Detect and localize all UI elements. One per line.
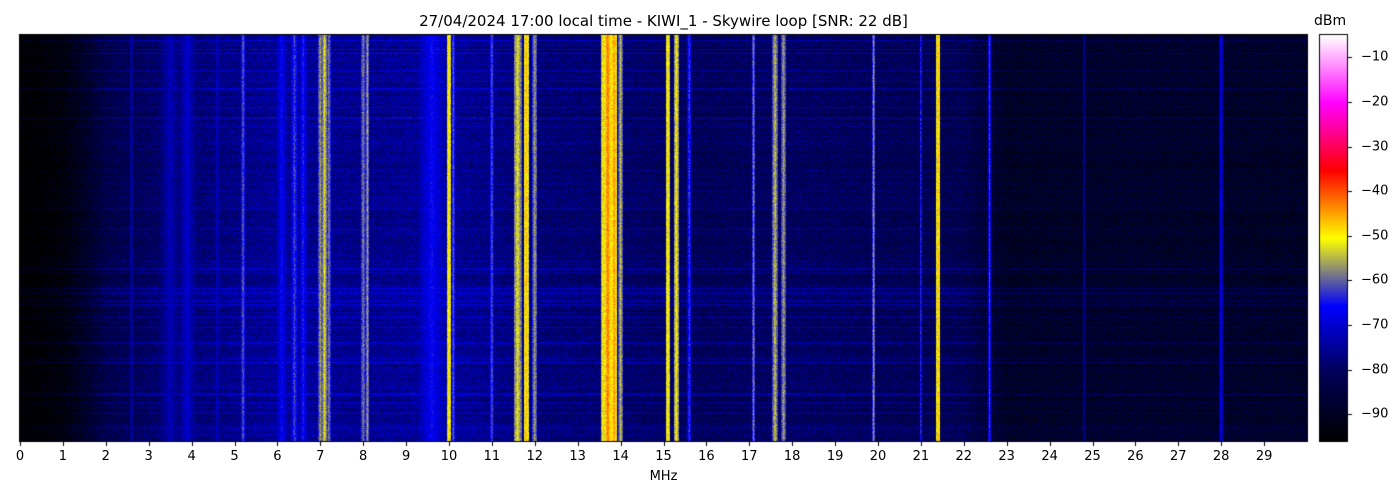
colorbar-tick-label: −20 <box>1361 94 1389 110</box>
x-tick-label: 8 <box>359 449 368 464</box>
x-tick-label: 20 <box>869 449 887 464</box>
x-tick-label: 12 <box>526 449 544 464</box>
chart-title: 27/04/2024 17:00 local time - KIWI_1 - S… <box>419 12 908 30</box>
x-tick-label: 0 <box>15 449 25 464</box>
x-tick-label: 10 <box>440 449 458 464</box>
x-tick-label: 13 <box>569 449 586 464</box>
x-tick-label: 19 <box>826 449 844 464</box>
colorbar-tick-label: −80 <box>1361 362 1389 378</box>
x-tick-label: 25 <box>1084 449 1101 464</box>
colorbar-tick-label: −60 <box>1361 272 1389 288</box>
x-tick-label: 23 <box>998 449 1015 464</box>
x-tick-label: 18 <box>783 449 801 464</box>
x-tick-label: 14 <box>612 449 629 464</box>
x-tick-label: 15 <box>655 449 672 464</box>
x-tick-label: 9 <box>401 449 411 464</box>
x-tick-label: 22 <box>955 449 973 464</box>
x-tick-label: 16 <box>698 449 715 464</box>
colorbar-tick-label: −50 <box>1361 228 1389 244</box>
x-tick-label: 29 <box>1255 449 1273 464</box>
x-tick-label: 3 <box>144 449 153 464</box>
x-tick-label: 24 <box>1041 449 1058 464</box>
colorbar-tick-label: −70 <box>1361 317 1389 333</box>
x-tick-label: 7 <box>316 449 325 464</box>
colorbar-label: dBm <box>1314 13 1347 29</box>
x-tick-label: 26 <box>1127 449 1144 464</box>
x-tick-label: 21 <box>912 449 930 464</box>
x-tick-label: 1 <box>58 449 68 464</box>
x-tick-label: 6 <box>273 449 282 464</box>
x-axis-label: MHz <box>649 469 678 484</box>
colorbar-tick-label: −90 <box>1361 406 1389 422</box>
colorbar-tick-label: −10 <box>1361 49 1389 65</box>
x-tick-label: 28 <box>1212 449 1230 464</box>
colorbar-tick-label: −30 <box>1361 139 1389 155</box>
colorbar-tick-label: −40 <box>1361 183 1389 199</box>
x-tick-label: 4 <box>187 449 196 464</box>
x-tick-label: 27 <box>1170 449 1187 464</box>
x-tick-label: 17 <box>741 449 758 464</box>
x-tick-label: 11 <box>483 449 501 464</box>
x-tick-label: 5 <box>230 449 239 464</box>
x-tick-label: 2 <box>101 449 110 464</box>
